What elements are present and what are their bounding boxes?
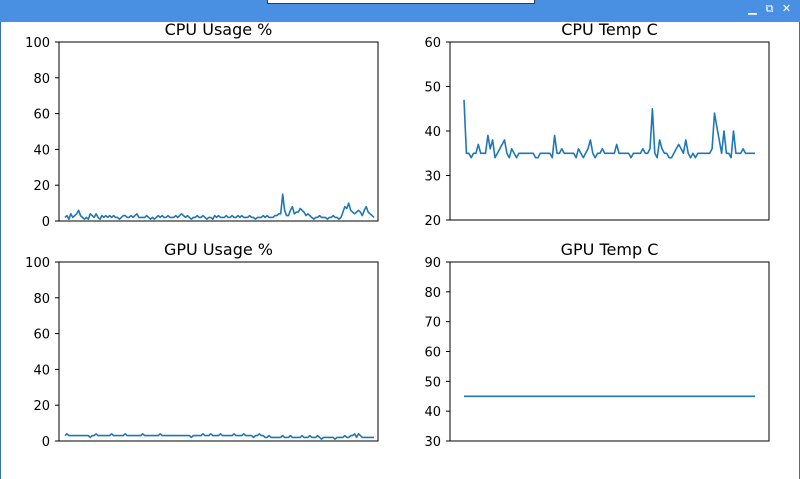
gpu-temp-ytick-label: 40	[424, 405, 441, 420]
gpu-temp-ytick-label: 30	[424, 435, 441, 450]
cpu-usage-ytick-label: 20	[33, 179, 50, 194]
cpu-temp-ytick-label: 60	[424, 36, 441, 51]
gpu-usage-ytick-label: 20	[33, 399, 50, 414]
cpu-usage-axes-frame	[58, 41, 379, 222]
cpu-temp-title: CPU Temp C	[561, 20, 658, 39]
window-frame-left	[0, 22, 1, 479]
gpu-usage-ytick-label: 100	[25, 256, 50, 271]
gpu-temp-ytick-label: 50	[424, 375, 441, 390]
gpu-usage-ytick-label: 60	[33, 328, 50, 343]
gpu-temp-ytick-label: 90	[424, 256, 441, 271]
gpu-temp-axes-frame	[449, 261, 770, 442]
gpu-temp-ytick-label: 70	[424, 316, 441, 331]
gpu-usage-ytick-label: 80	[33, 292, 50, 307]
window-controls: ▁ ⧉ ✕	[747, 2, 792, 16]
minimize-icon[interactable]: ▁	[748, 2, 757, 15]
cpu-usage-chart: CPU Usage % 0 20 40 60 80 100	[25, 20, 379, 230]
cpu-usage-ytick-label: 60	[33, 108, 50, 123]
cpu-temp-ytick-label: 50	[424, 81, 441, 96]
cpu-temp-series-line-0	[463, 99, 755, 159]
maximize-icon[interactable]: ⧉	[765, 2, 774, 15]
gpu-temp-chart: GPU Temp C 30 40 50 60 70 80 90	[424, 240, 770, 450]
gpu-temp-ytick-label: 60	[424, 346, 441, 361]
cpu-usage-ytick-label: 40	[33, 143, 50, 158]
cpu-temp-ytick-label: 40	[424, 125, 441, 140]
cpu-temp-ytick-label: 20	[424, 214, 441, 229]
cpu-usage-ytick-label: 0	[42, 215, 50, 230]
cpu-temp-ytick-label: 30	[424, 170, 441, 185]
cpu-temp-axes-frame	[449, 41, 770, 221]
close-icon[interactable]: ✕	[781, 2, 792, 15]
window-titlebar[interactable]: ▁ ⧉ ✕	[0, 0, 800, 22]
gpu-usage-axes-frame	[58, 261, 379, 442]
window-title-field	[267, 0, 535, 4]
gpu-usage-ytick-label: 0	[42, 435, 50, 450]
cpu-temp-chart: CPU Temp C 20 30 40 50 60	[424, 20, 770, 229]
cpu-usage-ytick-label: 100	[25, 36, 50, 51]
cpu-usage-title: CPU Usage %	[165, 20, 273, 39]
gpu-usage-series-line-0	[64, 432, 374, 441]
gpu-temp-ytick-label: 80	[424, 286, 441, 301]
cpu-usage-ytick-label: 80	[33, 72, 50, 87]
cpu-usage-series-line-0	[64, 193, 375, 220]
gpu-usage-title: GPU Usage %	[164, 240, 273, 259]
gpu-usage-chart: GPU Usage % 0 20 40 60 80 100	[25, 240, 379, 450]
gpu-temp-title: GPU Temp C	[561, 240, 659, 259]
gpu-usage-ytick-label: 40	[33, 363, 50, 378]
